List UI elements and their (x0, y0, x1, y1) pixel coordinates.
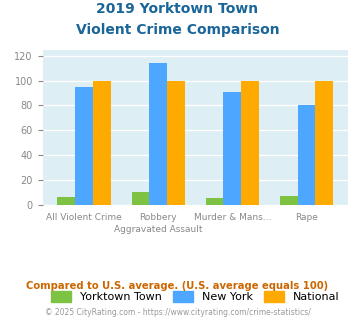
Legend: Yorktown Town, New York, National: Yorktown Town, New York, National (51, 291, 339, 302)
Text: Robbery: Robbery (140, 213, 177, 222)
Bar (149, 63, 167, 205)
Bar (131, 192, 149, 205)
Bar (93, 81, 111, 205)
Text: Rape: Rape (295, 213, 318, 222)
Text: © 2025 CityRating.com - https://www.cityrating.com/crime-statistics/: © 2025 CityRating.com - https://www.city… (45, 308, 310, 316)
Bar (223, 92, 241, 205)
Bar (297, 105, 315, 205)
Text: Violent Crime Comparison: Violent Crime Comparison (76, 23, 279, 37)
Bar (75, 87, 93, 205)
Text: All Violent Crime: All Violent Crime (46, 213, 122, 222)
Bar (206, 198, 223, 205)
Text: Compared to U.S. average. (U.S. average equals 100): Compared to U.S. average. (U.S. average … (26, 281, 329, 291)
Text: Aggravated Assault: Aggravated Assault (114, 225, 202, 234)
Bar (58, 197, 75, 205)
Bar (315, 81, 333, 205)
Text: 2019 Yorktown Town: 2019 Yorktown Town (97, 2, 258, 16)
Bar (241, 81, 259, 205)
Bar (167, 81, 185, 205)
Bar (280, 196, 297, 205)
Text: Murder & Mans...: Murder & Mans... (193, 213, 271, 222)
